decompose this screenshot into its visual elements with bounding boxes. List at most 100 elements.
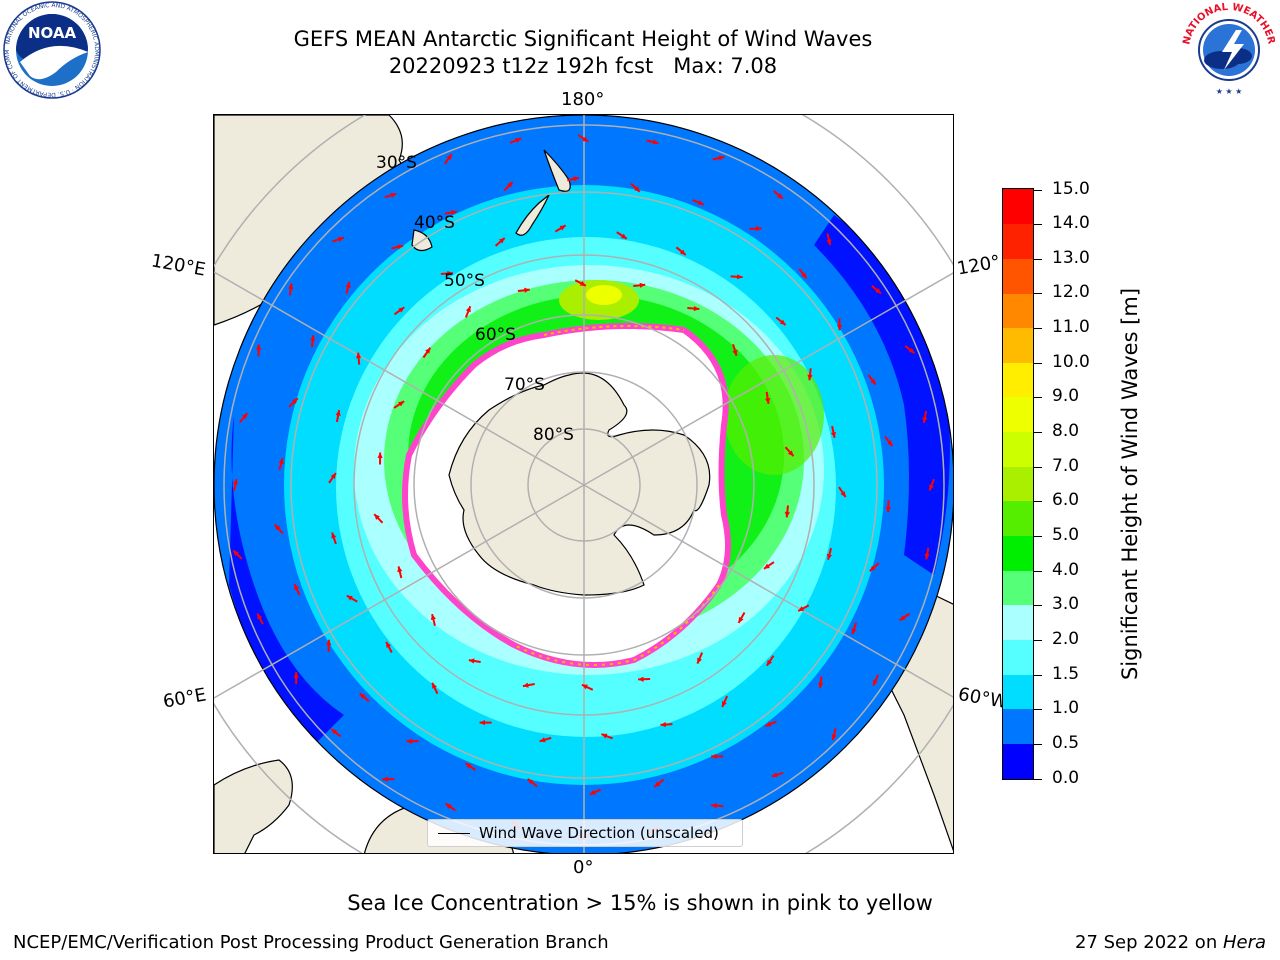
lat-label-60s: 60°S xyxy=(475,325,516,345)
wave-direction-arrowhead xyxy=(652,139,659,145)
wave-direction-arrowhead xyxy=(345,281,351,288)
wave-direction-arrowhead xyxy=(718,155,725,161)
wave-direction-arrowhead xyxy=(784,511,790,518)
colorbar-segment xyxy=(1003,292,1033,329)
wave-direction-arrowhead xyxy=(465,306,471,313)
wave-direction-arrowhead xyxy=(620,233,627,239)
wave-direction-arrowhead xyxy=(233,550,240,557)
wave-direction-arrowhead xyxy=(425,347,431,354)
colorbar-segment xyxy=(1003,535,1033,571)
wave-direction-arrowhead xyxy=(465,763,472,769)
wave-direction-arrowhead xyxy=(445,803,452,809)
wave-direction-arrowhead xyxy=(573,176,579,182)
colorbar-tick-label: 6.0 xyxy=(1052,490,1080,511)
wave-direction-arrowhead xyxy=(335,410,341,416)
wave-direction-arrowhead xyxy=(559,225,566,231)
wave-direction-arrowhead xyxy=(836,324,843,331)
wave-direction-arrowhead xyxy=(377,452,383,458)
wave-direction-arrowhead xyxy=(507,181,513,188)
wave-direction-arrowhead xyxy=(711,803,717,809)
wave-direction-arrowhead xyxy=(634,186,640,192)
wave-direction-arrowhead xyxy=(826,553,832,560)
wave-direction-arrowhead xyxy=(292,398,298,404)
wave-direction-arrowhead xyxy=(331,532,337,539)
wave-direction-arrowhead xyxy=(397,244,404,250)
wave-direction-arrowhead xyxy=(326,639,332,646)
colorbar-tick xyxy=(1034,570,1042,572)
wave-direction-arrowhead xyxy=(274,524,281,531)
wave-direction-arrowhead xyxy=(579,280,586,286)
wave-direction-arrowhead xyxy=(397,566,403,573)
wave-direction-arrowhead xyxy=(818,682,824,689)
lat-label-70s: 70°S xyxy=(504,375,545,395)
colorbar-tick-label: 0.0 xyxy=(1052,767,1080,788)
antarctica xyxy=(448,372,711,596)
chart-title: GEFS MEAN Antarctic Significant Height o… xyxy=(293,27,873,51)
wave-direction-arrowhead xyxy=(732,349,738,356)
colorbar-segment xyxy=(1003,708,1033,744)
wave-direction-arrowhead xyxy=(601,733,608,739)
wave-direction-arrowhead xyxy=(765,721,772,727)
colorbar-segment xyxy=(1003,743,1033,779)
wave-direction-arrowhead xyxy=(386,641,392,648)
wave-direction-arrowhead xyxy=(310,335,316,341)
wave-direction-arrowhead xyxy=(826,239,832,246)
wave-direction-arrowhead xyxy=(359,693,366,699)
wave-direction-arrowhead xyxy=(589,789,596,795)
colorbar-segment xyxy=(1003,223,1033,259)
graticule xyxy=(214,115,953,853)
colorbar-tick-label: 15.0 xyxy=(1052,178,1090,199)
colorbar-tick-label: 0.5 xyxy=(1052,732,1080,753)
wave-direction-arrowhead xyxy=(451,209,457,216)
colorbar-tick xyxy=(1034,224,1042,226)
colorbar-segment xyxy=(1003,258,1033,294)
colorbar-segment xyxy=(1003,327,1033,363)
wave-direction-arrowhead xyxy=(929,484,934,491)
credit-host: Hera xyxy=(1222,932,1266,953)
colorbar-segment xyxy=(1003,396,1033,433)
colorbar-tick xyxy=(1034,466,1042,468)
map-canvas xyxy=(214,115,953,853)
lat-label-80s: 80°S xyxy=(533,425,574,445)
wave-direction-arrowhead xyxy=(875,288,882,294)
lon-label-120e: 120°E xyxy=(149,250,208,281)
legend-line-swatch xyxy=(438,833,470,834)
wave-direction-arrowhead xyxy=(697,200,704,205)
wave-direction-arrowhead xyxy=(447,270,453,277)
wave-direction-arrowhead xyxy=(722,701,727,708)
wave-direction-arrowhead xyxy=(524,287,530,293)
wave-direction-arrowhead xyxy=(887,440,893,447)
wave-direction-arrowhead xyxy=(522,682,529,688)
colorbar-tick xyxy=(1034,189,1042,191)
map-legend: Wind Wave Direction (unscaled) xyxy=(427,819,743,847)
wave-direction-arrowhead xyxy=(765,398,771,404)
wave-direction-arrowhead xyxy=(779,319,786,326)
colorbar-tick-label: 5.0 xyxy=(1052,524,1080,545)
wave-direction-arrowhead xyxy=(374,514,380,520)
colorbar-tick xyxy=(1034,605,1042,607)
colorbar-segment xyxy=(1003,570,1033,606)
colorbar-tick-label: 10.0 xyxy=(1052,351,1090,372)
colorbar-label: Significant Height of Wind Waves [m] xyxy=(1118,287,1142,681)
wave-direction-arrowhead xyxy=(430,614,436,620)
colorbar-tick-label: 8.0 xyxy=(1052,421,1080,442)
wave-direction-arrowhead xyxy=(468,658,475,664)
colorbar-segment xyxy=(1003,431,1033,467)
wave-direction-arrowhead xyxy=(922,417,928,423)
colorbar-tick xyxy=(1034,639,1042,641)
wave-direction-arrowhead xyxy=(331,728,338,735)
wave-direction-arrowhead xyxy=(924,553,930,560)
wave-direction-arrowhead xyxy=(870,378,876,385)
colorbar-tick-label: 7.0 xyxy=(1052,455,1080,476)
wave-direction-arrowhead xyxy=(515,137,522,143)
wave-direction-arrowhead xyxy=(831,734,837,741)
wave-direction-arrowhead xyxy=(679,249,686,255)
colorbar xyxy=(1002,188,1034,780)
colorbar-tick xyxy=(1034,397,1042,399)
polar-map: 30°S 40°S 50°S 60°S 70°S 80°S Wind Wave … xyxy=(213,114,954,854)
lon-label-180: 180° xyxy=(561,89,605,110)
wave-direction-arrowhead xyxy=(639,282,646,288)
wave-direction-arrowhead xyxy=(256,344,262,350)
lat-label-30s: 30°S xyxy=(376,153,417,173)
wave-direction-arrowhead xyxy=(777,193,783,199)
